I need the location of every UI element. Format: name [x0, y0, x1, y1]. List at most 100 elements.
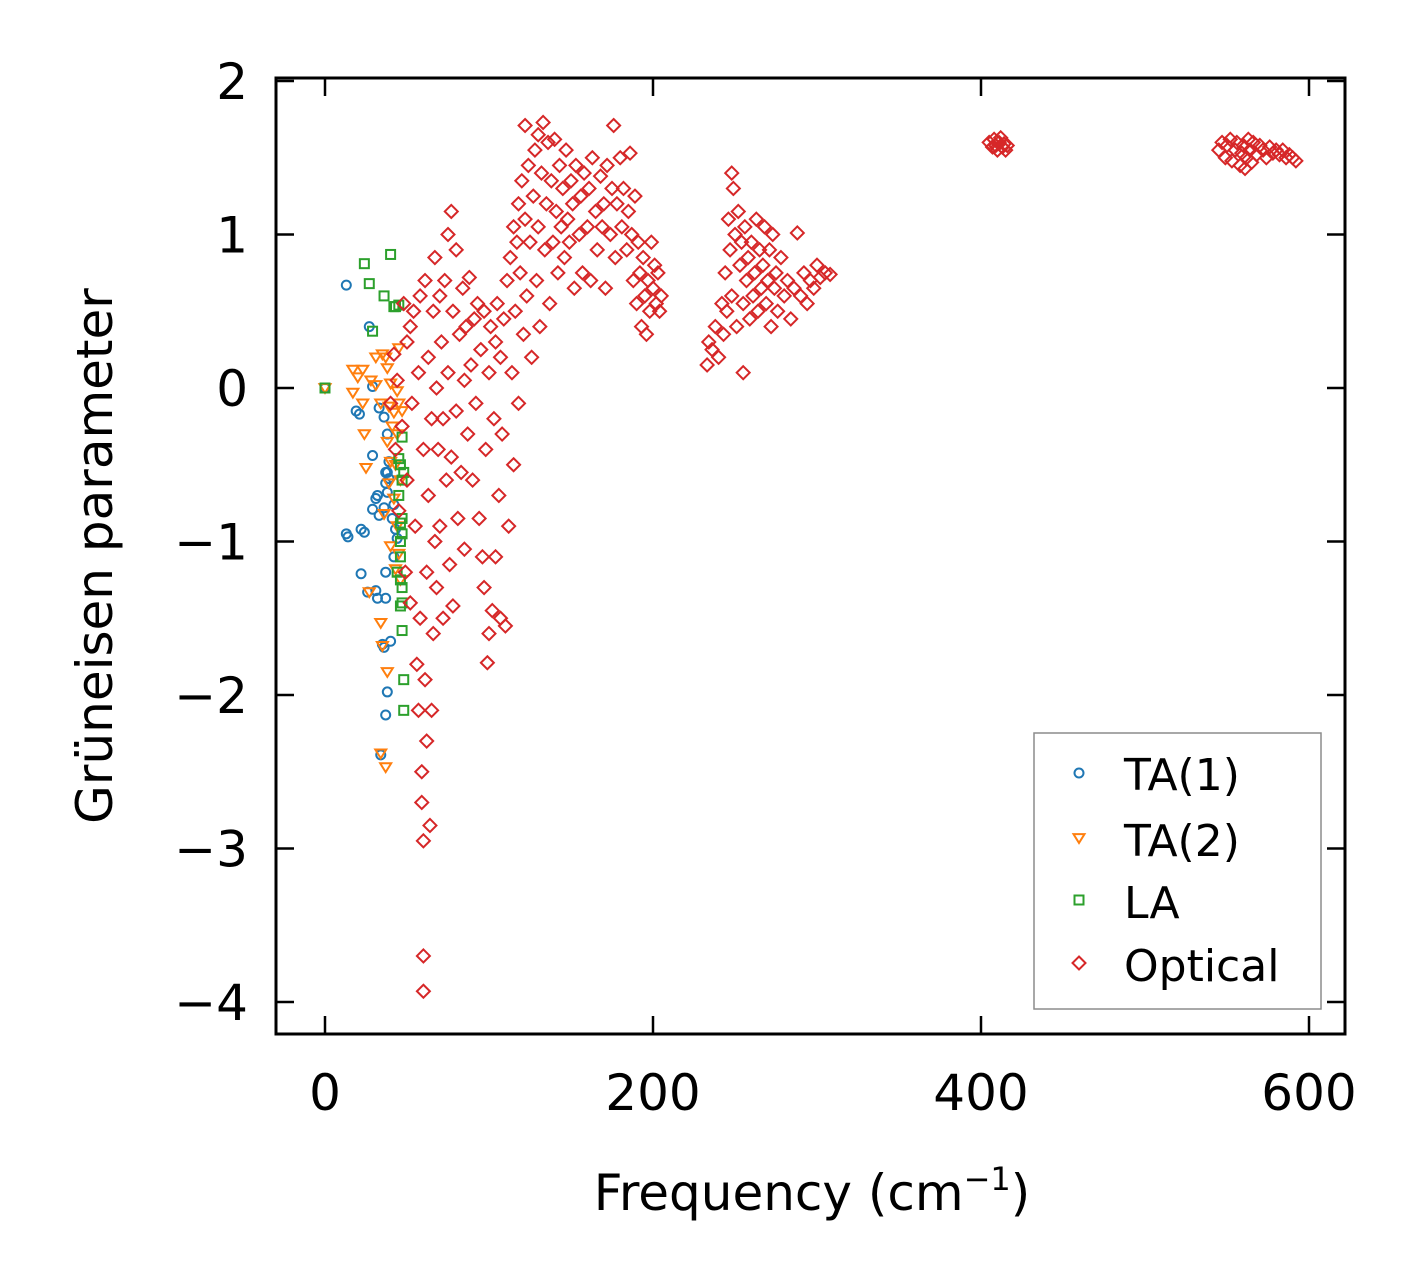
data-point-optical — [805, 280, 822, 297]
data-point-optical — [568, 157, 584, 174]
y-axis-label: Grüneisen parameter — [66, 288, 124, 824]
data-point-optical — [413, 763, 430, 780]
data-point-optical — [467, 395, 484, 412]
data-point-optical — [426, 533, 443, 550]
data-point-optical — [741, 311, 758, 327]
data-point-optical — [472, 341, 489, 358]
data-point-optical — [415, 441, 432, 458]
data-point-optical — [525, 188, 542, 205]
data-point-optical — [523, 349, 540, 366]
data-point-optical — [477, 441, 494, 458]
data-point-la — [396, 625, 408, 637]
series-optical — [382, 114, 1304, 1000]
plot-frame — [274, 76, 1347, 1036]
data-point-la — [396, 528, 408, 540]
data-point-optical — [707, 318, 724, 335]
data-point-optical — [756, 218, 773, 235]
data-point-optical — [715, 326, 732, 343]
data-point-la — [398, 674, 410, 686]
data-point-la — [396, 597, 408, 609]
data-point-ta-2 — [345, 364, 361, 377]
data-point-optical — [408, 656, 425, 673]
data-point-optical — [582, 272, 599, 289]
data-point-optical — [538, 195, 555, 212]
data-point-optical — [445, 303, 461, 320]
data-point-optical — [645, 280, 661, 297]
data-point-optical — [474, 548, 491, 565]
data-point-optical — [612, 149, 629, 166]
data-point-optical — [723, 165, 740, 182]
data-point-optical — [505, 218, 522, 235]
data-point-ta-1 — [370, 585, 382, 597]
data-point-optical — [776, 287, 793, 304]
data-point-la — [319, 382, 331, 394]
data-point-optical — [766, 280, 783, 297]
data-point-ta-2 — [378, 352, 393, 365]
data-point-optical — [502, 249, 519, 266]
data-point-optical — [720, 211, 737, 228]
data-point-optical — [415, 832, 432, 849]
data-point-optical — [595, 195, 612, 212]
data-point-optical — [728, 318, 745, 335]
data-point-optical — [736, 218, 753, 235]
data-point-optical — [405, 303, 422, 320]
data-point-la — [363, 278, 375, 290]
data-point-optical — [510, 195, 527, 212]
data-point-optical — [768, 264, 784, 281]
data-point-optical — [748, 211, 765, 228]
data-point-optical — [558, 142, 574, 158]
data-point-optical — [390, 502, 407, 519]
data-point-la — [394, 600, 406, 612]
data-point-ta-2 — [345, 387, 361, 400]
data-point-optical — [449, 510, 466, 527]
data-point-optical — [418, 733, 435, 749]
data-point-optical — [417, 272, 433, 289]
data-point-optical — [407, 518, 424, 535]
data-point-optical — [412, 610, 429, 627]
data-point-optical — [1287, 152, 1304, 169]
data-point-optical — [428, 380, 445, 396]
data-point-optical — [476, 579, 492, 596]
data-point-optical — [402, 594, 419, 611]
data-point-optical — [738, 272, 755, 289]
data-point-optical — [425, 625, 442, 642]
data-point-ta-2 — [378, 762, 393, 774]
data-point-optical — [628, 295, 645, 312]
data-point-optical — [576, 165, 593, 182]
data-point-ta-2 — [386, 407, 402, 420]
data-point-ta-2 — [361, 587, 377, 599]
data-point-ta-2 — [358, 462, 374, 475]
data-point-optical — [410, 702, 427, 719]
data-point-optical — [510, 395, 527, 412]
data-point-optical — [431, 518, 448, 535]
data-point-optical — [486, 410, 502, 427]
data-points-layer — [317, 114, 1304, 1000]
data-point-optical — [599, 157, 615, 174]
data-point-optical — [461, 269, 478, 286]
data-point-optical — [1258, 149, 1275, 166]
data-point-optical — [620, 203, 637, 220]
data-point-optical — [653, 287, 670, 304]
data-point-optical — [999, 137, 1016, 154]
data-point-optical — [548, 203, 565, 220]
data-point-optical — [754, 257, 771, 274]
data-point-optical — [536, 241, 553, 258]
data-point-optical — [494, 426, 511, 442]
data-point-optical — [545, 234, 561, 251]
data-point-ta-2 — [375, 641, 390, 653]
legend-label-la: LA — [1124, 878, 1180, 929]
data-point-optical — [735, 295, 752, 312]
data-point-optical — [454, 280, 471, 297]
legend-marker-ta-1 — [1073, 767, 1085, 779]
data-point-optical — [592, 168, 609, 185]
data-point-optical — [602, 226, 619, 243]
data-point-optical — [385, 346, 402, 363]
data-point-ta-1 — [380, 592, 392, 604]
data-point-optical — [418, 564, 435, 581]
data-point-optical — [402, 318, 419, 335]
data-point-optical — [531, 318, 548, 335]
data-point-optical — [395, 295, 412, 312]
y-tick-label: −3 — [174, 821, 248, 879]
x-tick-label: 0 — [309, 1064, 341, 1122]
data-point-optical — [1255, 142, 1271, 158]
